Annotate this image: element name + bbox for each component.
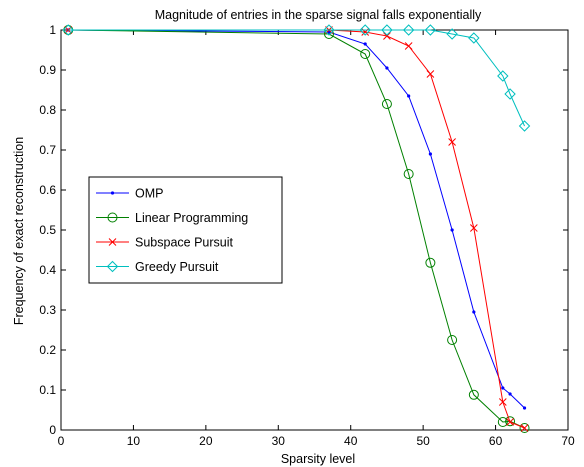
y-tick-label: 0.5 (39, 223, 56, 237)
data-point (497, 417, 508, 427)
legend-label: Subspace Pursuit (135, 236, 234, 250)
data-point (501, 386, 505, 390)
x-tick-label: 50 (416, 434, 430, 448)
legend-label: Linear Programming (135, 211, 248, 225)
data-point (407, 94, 411, 98)
data-point (498, 398, 507, 406)
x-axis: 0 10 20 30 40 50 60 70 (58, 30, 575, 448)
x-axis-label: Sparsity level (281, 452, 355, 466)
data-point (519, 423, 530, 433)
legend-box (88, 176, 283, 284)
series-1 (63, 25, 530, 433)
y-tick-label: 0.7 (39, 143, 56, 157)
data-point (447, 335, 458, 345)
data-point (383, 32, 391, 40)
legend-label: Greedy Pursuit (135, 260, 219, 274)
data-point (506, 418, 514, 426)
legend-entry: OMP (96, 187, 163, 201)
data-point (505, 416, 516, 427)
legend-marker (107, 212, 118, 223)
y-tick-label: 0.2 (39, 343, 56, 357)
chart-title: Magnitude of entries in the sparse signa… (155, 8, 482, 22)
data-point (385, 66, 389, 70)
legend: OMP Linear Programming Subspace Pursuit Gre… (88, 176, 283, 284)
series-layer (62, 24, 531, 433)
data-point (520, 424, 529, 432)
data-point (426, 70, 435, 78)
legend-marker (108, 238, 117, 246)
y-tick-label: 0.3 (39, 303, 56, 317)
x-tick-label: 70 (561, 434, 575, 448)
y-tick-label: 0.8 (39, 103, 56, 117)
x-tick-label: 10 (127, 434, 141, 448)
data-point (381, 99, 392, 109)
data-point (359, 24, 371, 36)
data-point (381, 24, 393, 36)
data-point (403, 169, 414, 179)
legend-marker (106, 260, 119, 273)
data-point (360, 49, 371, 59)
x-tick-label: 20 (199, 434, 213, 448)
legend-marker (110, 191, 115, 195)
data-point (468, 389, 479, 400)
data-point (508, 392, 512, 396)
legend-label: OMP (135, 187, 163, 201)
y-tick-label: 1 (49, 23, 56, 37)
data-point (323, 24, 335, 36)
x-tick-label: 40 (344, 434, 358, 448)
data-point (522, 406, 527, 410)
data-point (62, 24, 74, 36)
legend-entry: Linear Programming (96, 211, 248, 225)
x-tick-label: 30 (272, 434, 286, 448)
legend-entry: Greedy Pursuit (96, 260, 219, 274)
data-point (428, 152, 432, 156)
data-point (450, 228, 454, 232)
data-point (468, 32, 480, 44)
y-tick-label: 0.9 (39, 63, 56, 77)
data-point (402, 24, 415, 36)
data-point (472, 310, 476, 314)
data-point (448, 138, 456, 146)
data-point (446, 28, 458, 40)
data-point (504, 88, 516, 100)
y-tick-label: 0.1 (39, 383, 56, 397)
data-point (404, 42, 413, 50)
data-point (469, 224, 478, 232)
data-point (518, 120, 531, 132)
legend-entry: Subspace Pursuit (96, 236, 234, 250)
y-tick-label: 0.4 (39, 263, 56, 277)
data-point (425, 257, 436, 268)
y-axis-label: Frequency of exact reconstruction (12, 137, 26, 325)
x-tick-label: 60 (489, 434, 503, 448)
series-3 (62, 24, 531, 132)
data-point (424, 24, 437, 36)
y-tick-label: 0 (49, 423, 56, 437)
x-tick-label: 0 (58, 434, 65, 448)
series-line (68, 29, 525, 127)
data-point (497, 70, 509, 82)
data-point (363, 42, 367, 46)
y-axis: 0 0.1 0.2 0.3 0.4 0.5 0.6 0.7 0.8 0.9 1 (39, 23, 568, 437)
y-tick-label: 0.6 (39, 183, 56, 197)
